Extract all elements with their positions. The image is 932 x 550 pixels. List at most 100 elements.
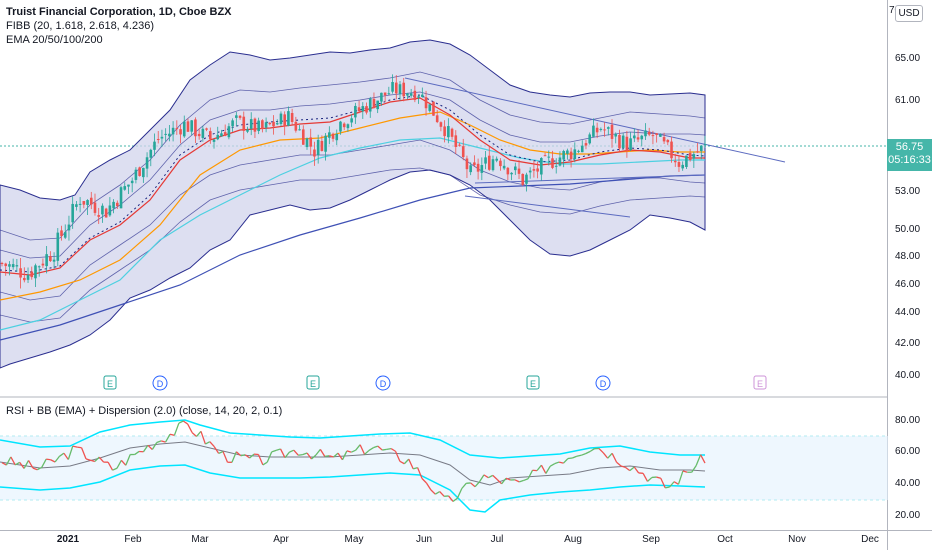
candle-body[interactable] [480, 165, 484, 173]
candle-body[interactable] [398, 84, 402, 94]
candle-body[interactable] [551, 158, 554, 168]
currency-button[interactable]: USD [895, 5, 923, 22]
candle-body[interactable] [339, 121, 342, 132]
candle-body[interactable] [130, 180, 134, 184]
candle-body[interactable] [168, 133, 171, 137]
candle-body[interactable] [331, 133, 335, 139]
candle-body[interactable] [354, 105, 357, 118]
candle-body[interactable] [677, 162, 681, 167]
candle-body[interactable] [30, 271, 34, 278]
candle-body[interactable] [272, 121, 275, 127]
candle-body[interactable] [190, 120, 193, 132]
candle-body[interactable] [34, 265, 37, 279]
candle-body[interactable] [629, 138, 632, 150]
candle-body[interactable] [186, 121, 190, 132]
candle-body[interactable] [484, 157, 487, 164]
candle-body[interactable] [145, 157, 149, 169]
candle-body[interactable] [182, 121, 186, 137]
candle-body[interactable] [26, 274, 30, 280]
candle-body[interactable] [112, 201, 115, 209]
event-marker-badge[interactable] [375, 375, 391, 391]
candle-body[interactable] [421, 94, 424, 97]
candle-body[interactable] [0, 263, 4, 265]
candle-body[interactable] [402, 82, 406, 97]
candle-body[interactable] [376, 100, 379, 110]
candle-body[interactable] [428, 104, 432, 111]
candle-body[interactable] [223, 132, 227, 136]
dividend-marker[interactable]: D [152, 375, 168, 391]
candle-body[interactable] [506, 167, 510, 175]
candle-body[interactable] [491, 159, 495, 171]
candle-body[interactable] [633, 135, 636, 139]
earnings-marker[interactable]: E [526, 375, 540, 390]
candle-body[interactable] [160, 136, 164, 139]
candle-body[interactable] [138, 167, 141, 176]
candle-body[interactable] [194, 119, 197, 137]
candle-body[interactable] [342, 123, 346, 128]
candle-body[interactable] [554, 165, 558, 167]
candle-body[interactable] [487, 155, 491, 170]
candle-body[interactable] [458, 144, 461, 146]
candle-body[interactable] [171, 127, 175, 135]
rsi-indicator-label[interactable]: RSI + BB (EMA) + Dispersion (2.0) (close… [6, 405, 283, 417]
event-marker-badge[interactable] [595, 375, 611, 391]
candle-body[interactable] [257, 120, 260, 132]
candle-body[interactable] [618, 134, 621, 149]
candle-body[interactable] [573, 149, 577, 159]
dividend-marker[interactable]: D [595, 375, 611, 391]
candle-body[interactable] [93, 202, 97, 213]
candle-body[interactable] [116, 202, 119, 207]
candle-body[interactable] [699, 145, 703, 151]
candle-body[interactable] [588, 134, 591, 144]
candle-body[interactable] [123, 186, 127, 190]
candle-body[interactable] [19, 268, 22, 278]
candle-body[interactable] [610, 124, 614, 139]
candle-body[interactable] [298, 129, 301, 131]
candle-body[interactable] [692, 154, 696, 159]
event-marker-badge[interactable] [103, 375, 117, 390]
candle-body[interactable] [52, 259, 56, 262]
candle-body[interactable] [208, 131, 212, 140]
candle-body[interactable] [495, 158, 499, 161]
candle-body[interactable] [164, 133, 167, 135]
candle-body[interactable] [283, 114, 286, 127]
candle-body[interactable] [75, 204, 78, 207]
candle-body[interactable] [595, 127, 599, 133]
earnings-marker[interactable]: E [306, 375, 320, 390]
candle-body[interactable] [242, 116, 246, 131]
candle-body[interactable] [510, 172, 513, 175]
candle-body[interactable] [655, 133, 658, 136]
candle-body[interactable] [279, 113, 283, 125]
candle-body[interactable] [231, 120, 234, 127]
candle-body[interactable] [673, 160, 677, 163]
candle-body[interactable] [603, 129, 606, 131]
candle-body[interactable] [521, 173, 525, 185]
candle-body[interactable] [432, 101, 435, 116]
candle-body[interactable] [119, 187, 123, 209]
candle-body[interactable] [517, 168, 521, 174]
earnings-marker[interactable]: E [753, 375, 767, 390]
candle-body[interactable] [290, 113, 294, 122]
candle-body[interactable] [413, 90, 417, 101]
candle-body[interactable] [156, 138, 160, 140]
candle-body[interactable] [320, 140, 324, 151]
candle-body[interactable] [569, 151, 573, 160]
candle-body[interactable] [97, 215, 101, 217]
candle-body[interactable] [640, 135, 644, 140]
candle-body[interactable] [294, 121, 298, 131]
candle-body[interactable] [443, 126, 446, 137]
indicator-ema[interactable]: EMA 20/50/100/200 [6, 34, 103, 46]
candle-body[interactable] [134, 169, 138, 180]
candle-body[interactable] [56, 232, 60, 261]
candle-body[interactable] [41, 263, 45, 266]
candle-body[interactable] [651, 135, 655, 137]
candle-body[interactable] [8, 264, 11, 267]
candle-body[interactable] [525, 174, 528, 184]
candle-body[interactable] [688, 152, 692, 160]
candle-body[interactable] [562, 150, 565, 160]
candle-body[interactable] [287, 111, 290, 126]
candle-body[interactable] [313, 149, 316, 157]
candle-body[interactable] [577, 150, 580, 152]
indicator-fibb[interactable]: FIBB (20, 1.618, 2.618, 4.236) [6, 20, 154, 32]
